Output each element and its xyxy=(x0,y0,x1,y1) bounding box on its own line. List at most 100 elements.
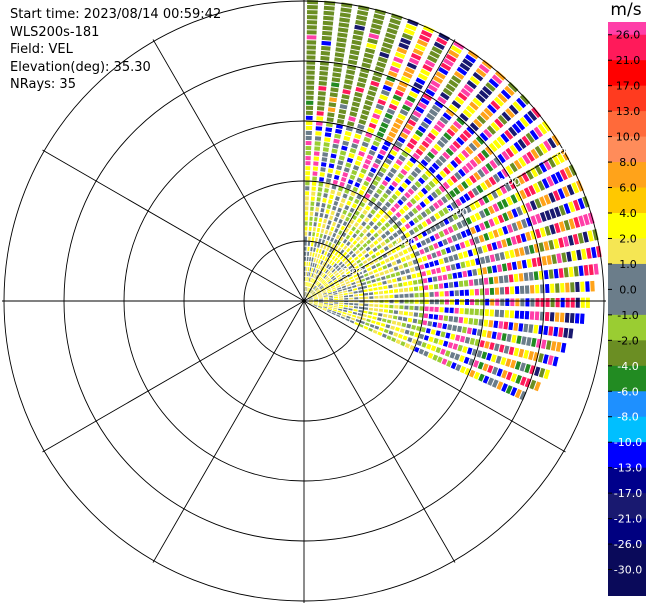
velocity-gate xyxy=(310,196,315,201)
velocity-gate xyxy=(543,241,550,251)
velocity-gate xyxy=(305,110,313,115)
velocity-gate xyxy=(513,322,519,331)
velocity-gate xyxy=(539,196,547,207)
velocity-gate xyxy=(416,325,421,332)
velocity-gate xyxy=(483,128,493,139)
velocity-gate xyxy=(415,204,423,212)
velocity-gate xyxy=(475,93,486,104)
velocity-gate xyxy=(347,59,358,66)
velocity-gate xyxy=(308,301,313,303)
velocity-gate xyxy=(547,137,557,149)
range-ring-label: 2.00 xyxy=(394,237,416,248)
azimuth-spoke xyxy=(303,149,566,302)
velocity-gate xyxy=(307,272,309,277)
velocity-gate xyxy=(543,325,549,336)
velocity-gate xyxy=(350,259,355,264)
velocity-gate xyxy=(347,313,352,317)
velocity-gate xyxy=(389,294,394,299)
velocity-gate xyxy=(444,299,449,305)
velocity-gate xyxy=(455,136,465,146)
velocity-gate xyxy=(306,256,309,261)
velocity-gate xyxy=(437,322,443,329)
velocity-gate xyxy=(420,121,430,129)
start-time-text: Start time: 2023/08/14 00:59:42 xyxy=(10,7,222,22)
velocity-gate xyxy=(422,92,433,101)
velocity-gate xyxy=(434,188,442,196)
velocity-gate xyxy=(332,309,337,312)
velocity-gate xyxy=(367,171,375,178)
velocity-gate xyxy=(334,245,339,250)
velocity-gate xyxy=(462,346,468,354)
velocity-gate xyxy=(405,268,410,274)
velocity-gate xyxy=(353,294,359,297)
velocity-gate xyxy=(348,54,359,61)
velocity-gate xyxy=(478,319,484,326)
velocity-gate xyxy=(366,154,374,161)
velocity-gate xyxy=(338,261,343,266)
velocity-gate xyxy=(404,223,411,230)
velocity-gate xyxy=(351,226,357,232)
velocity-gate xyxy=(392,94,402,102)
velocity-gate xyxy=(496,264,503,273)
velocity-gate xyxy=(529,200,538,211)
velocity-gate xyxy=(421,255,428,262)
velocity-gate xyxy=(321,202,326,208)
velocity-gate xyxy=(313,296,318,298)
velocity-gate xyxy=(380,276,386,281)
velocity-gate xyxy=(469,369,476,378)
velocity-gate xyxy=(322,147,329,152)
velocity-gate xyxy=(521,218,528,229)
velocity-gate xyxy=(372,140,380,147)
velocity-gate xyxy=(487,103,497,114)
velocity-gate xyxy=(402,204,410,212)
velocity-gate xyxy=(461,219,468,227)
velocity-gate xyxy=(305,151,312,156)
velocity-gate xyxy=(409,138,418,146)
velocity-gate xyxy=(475,298,480,306)
velocity-gate xyxy=(380,46,392,54)
velocity-gate xyxy=(382,253,388,259)
velocity-gate xyxy=(311,191,316,196)
velocity-gate xyxy=(426,112,436,121)
velocity-gate xyxy=(473,155,482,165)
velocity-gate xyxy=(364,47,376,55)
velocity-gate xyxy=(390,98,400,106)
velocity-gate xyxy=(328,306,333,309)
ppi-plot: 1.002.003.004.005.00 xyxy=(2,0,606,603)
velocity-gate xyxy=(400,341,406,347)
colorbar-tick-label: 0.0 xyxy=(619,283,637,296)
velocity-gate xyxy=(337,287,342,290)
velocity-gate xyxy=(327,289,332,292)
velocity-gate xyxy=(342,287,347,291)
velocity-gate xyxy=(462,109,473,119)
velocity-gate xyxy=(374,304,379,308)
velocity-gate xyxy=(533,126,544,138)
velocity-gate xyxy=(330,226,335,232)
velocity-gate xyxy=(419,201,427,208)
velocity-gate xyxy=(481,165,490,175)
velocity-gate xyxy=(328,265,332,270)
colorbar-tick-label: 4.0 xyxy=(619,207,637,220)
velocity-gate xyxy=(433,124,443,133)
colorbar-swatch xyxy=(608,416,646,444)
velocity-gate xyxy=(324,229,329,235)
velocity-gate xyxy=(369,323,375,328)
velocity-gate xyxy=(334,302,339,304)
velocity-gate xyxy=(339,150,347,156)
velocity-gate xyxy=(333,138,340,144)
velocity-gate xyxy=(328,305,333,307)
velocity-gate xyxy=(318,305,323,308)
velocity-gate xyxy=(576,249,582,261)
velocity-gate xyxy=(346,247,351,253)
velocity-gate xyxy=(534,284,540,294)
velocity-gate xyxy=(480,298,485,306)
velocity-gate xyxy=(407,337,413,343)
velocity-gate xyxy=(310,206,314,211)
velocity-gate xyxy=(369,235,376,242)
velocity-gate xyxy=(395,271,401,277)
azimuth-spoke xyxy=(303,300,456,563)
velocity-gate xyxy=(306,266,308,271)
velocity-gate xyxy=(369,28,381,35)
velocity-gate xyxy=(432,354,439,361)
velocity-gate xyxy=(420,68,431,77)
